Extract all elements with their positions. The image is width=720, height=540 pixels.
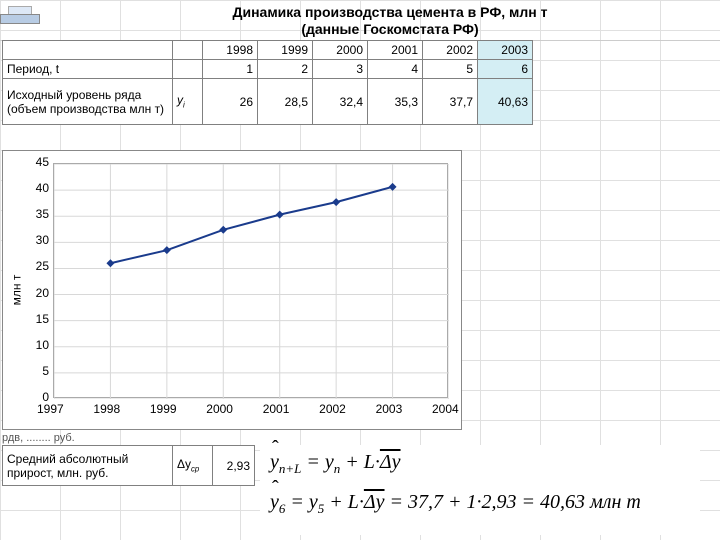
data-table: 1998 1999 2000 2001 2002 2003 Период, t … [2, 40, 533, 125]
chart-svg [54, 164, 449, 399]
formula-2: y6 = y5 + L·Δy = 37,7 + 1·2,93 = 40,63 м… [270, 491, 641, 517]
cell: 2 [258, 60, 313, 79]
year-header: 2003 [478, 41, 533, 60]
year-header: 1998 [203, 41, 258, 60]
y-tick-label: 40 [19, 181, 49, 195]
year-header: 2001 [368, 41, 423, 60]
cell: 37,7 [423, 79, 478, 125]
cell: 1 [203, 60, 258, 79]
chart-plot-area [53, 163, 448, 398]
formula-1: yn+L = yn + L·Δy [270, 451, 401, 477]
row-avg-symbol: Δyср [173, 446, 213, 486]
cell: 4 [368, 60, 423, 79]
row-period-label: Период, t [3, 60, 173, 79]
y-tick-label: 30 [19, 233, 49, 247]
y-tick-label: 45 [19, 155, 49, 169]
year-header: 1999 [258, 41, 313, 60]
cell: 32,4 [313, 79, 368, 125]
cell: 40,63 [478, 79, 533, 125]
y-tick-label: 35 [19, 207, 49, 221]
formula-area: yn+L = yn + L·Δy y6 = y5 + L·Δy = 37,7 +… [260, 445, 700, 535]
title-line2: (данные Госкомстата РФ) [60, 21, 720, 38]
y-tick-label: 25 [19, 259, 49, 273]
x-tick-label: 2001 [263, 402, 290, 416]
cell: 3 [313, 60, 368, 79]
line-chart: млн т 051015202530354045 199719981999200… [2, 150, 462, 430]
x-tick-label: 1997 [37, 402, 64, 416]
y-tick-label: 20 [19, 286, 49, 300]
x-tick-label: 2002 [319, 402, 346, 416]
cell: 5 [423, 60, 478, 79]
title-decor-icon [0, 14, 40, 24]
title-line1: Динамика производства цемента в РФ, млн … [60, 4, 720, 21]
x-tick-label: 2004 [432, 402, 459, 416]
x-tick-label: 1998 [93, 402, 120, 416]
x-tick-label: 2003 [376, 402, 403, 416]
cell: 6 [478, 60, 533, 79]
partial-row-text: рдв, ........ руб. [2, 432, 75, 444]
row-level-symbol: yi [173, 79, 203, 125]
y-tick-label: 15 [19, 312, 49, 326]
year-header: 2002 [423, 41, 478, 60]
row-avg-label: Средний абсолютный прирост, млн. руб. [3, 446, 173, 486]
x-tick-label: 1999 [150, 402, 177, 416]
table-corner [3, 41, 173, 60]
x-tick-label: 2000 [206, 402, 233, 416]
cell: 26 [203, 79, 258, 125]
avg-table: Средний абсолютный прирост, млн. руб. Δy… [2, 445, 255, 486]
year-header: 2000 [313, 41, 368, 60]
row-level-label: Исходный уровень ряда (объем производств… [3, 79, 173, 125]
row-avg-value: 2,93 [213, 446, 255, 486]
cell: 35,3 [368, 79, 423, 125]
y-tick-label: 5 [19, 364, 49, 378]
cell: 28,5 [258, 79, 313, 125]
title-bar: Динамика производства цемента в РФ, млн … [0, 0, 720, 41]
y-tick-label: 10 [19, 338, 49, 352]
